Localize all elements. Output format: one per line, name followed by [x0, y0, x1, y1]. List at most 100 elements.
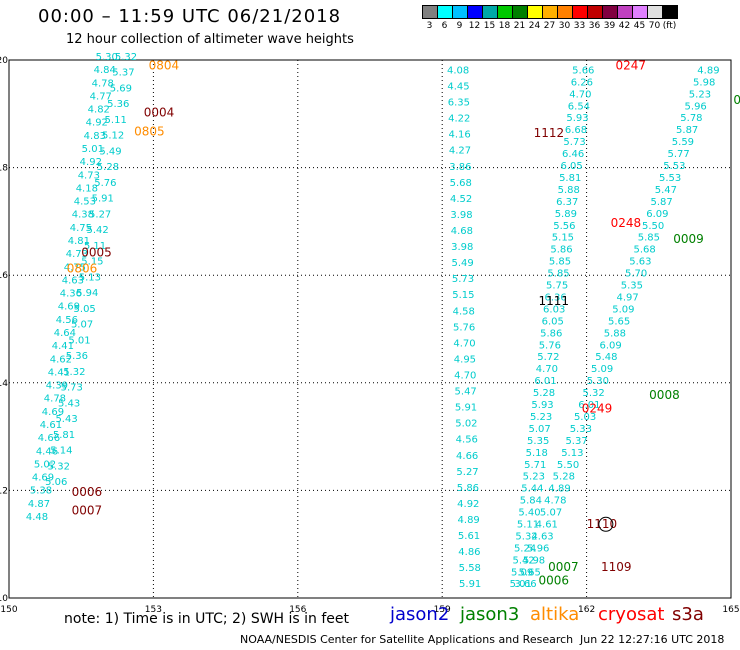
colorbar-label: 36 — [588, 21, 601, 31]
wave-height-value: 4.92 — [80, 157, 102, 168]
pass-label: 0004 — [144, 105, 175, 119]
wave-height-value: 4.84 — [94, 65, 116, 76]
colorbar-label: 39 — [603, 21, 616, 31]
wave-height-value: 4.63 — [62, 275, 84, 286]
pass-label: 0006 — [72, 485, 103, 499]
wave-height-value: 4.73 — [66, 249, 88, 260]
wave-height-value: 5.47 — [655, 185, 677, 196]
wave-height-value: 5.15 — [452, 290, 474, 301]
wave-height-value: 5.65 — [608, 316, 630, 327]
wave-height-value: 4.68 — [451, 226, 473, 237]
wave-height-value: 4.70 — [569, 89, 591, 100]
wave-height-value: 4.39 — [46, 381, 68, 392]
wave-height-value: 5.02 — [34, 459, 56, 470]
wave-height-value: 5.06 — [45, 477, 67, 488]
wave-height-value: 5.02 — [455, 419, 477, 430]
wave-height-value: 5.27 — [456, 467, 478, 478]
wave-height-value: 4.08 — [447, 65, 469, 76]
wave-height-value: 5.61 — [458, 531, 480, 542]
wave-height-value: 5.09 — [511, 567, 533, 578]
wave-height-value: 4.97 — [616, 292, 638, 303]
wave-height-value: 4.38 — [72, 210, 94, 221]
wave-height-value: 4.52 — [450, 194, 472, 205]
footer-note: note: 1) Time is in UTC; 2) SWH is in fe… — [64, 611, 350, 627]
wave-height-value: 5.14 — [50, 446, 72, 457]
pass-label: 0805 — [134, 124, 165, 138]
wave-height-value: 5.30 — [96, 52, 118, 63]
wave-height-value: 4.18 — [76, 183, 98, 194]
wave-height-value: 4.69 — [58, 302, 80, 313]
wave-height-value: 4.62 — [50, 354, 72, 365]
wave-height-value: 5.07 — [540, 508, 562, 519]
wave-height-value: 5.70 — [625, 269, 647, 280]
wave-height-value: 5.89 — [555, 209, 577, 220]
x-tick-label: 162 — [578, 605, 595, 615]
wave-height-value: 5.44 — [521, 484, 543, 495]
wave-height-value: 5.85 — [638, 233, 660, 244]
colorbar-label: 42 — [618, 21, 631, 31]
wave-height-value: 5.28 — [97, 162, 119, 173]
pass-label: 0007 — [72, 504, 103, 518]
wave-height-value: 5.32 — [582, 388, 604, 399]
wave-height-value: 5.63 — [629, 257, 651, 268]
y-tick-label: 12 — [0, 486, 8, 496]
wave-height-value: 4.70 — [536, 364, 558, 375]
colorbar-label: 24 — [528, 21, 541, 31]
wave-height-value: 3.98 — [451, 242, 473, 253]
legend-cryosat: cryosat — [598, 604, 665, 625]
wave-height-value: 5.76 — [453, 322, 475, 333]
x-tick-label: 165 — [722, 605, 739, 615]
wave-height-value: 4.78 — [44, 394, 66, 405]
wave-height-value: 5.84 — [520, 496, 542, 507]
wave-height-value: 4.81 — [68, 236, 90, 247]
chart-title: 00:00 – 11:59 UTC 06/21/2018 — [38, 6, 342, 27]
colorbar-label: 12 — [468, 21, 481, 31]
wave-height-value: 4.66 — [38, 433, 60, 444]
wave-height-value: 6.54 — [568, 101, 590, 112]
wave-height-value: 5.12 — [102, 131, 124, 142]
wave-height-value: 5.81 — [53, 430, 75, 441]
wave-height-value: 5.07 — [71, 320, 93, 331]
wave-height-value: 5.23 — [530, 412, 552, 423]
wave-height-value: 5.96 — [527, 543, 549, 554]
wave-height-value: 4.73 — [78, 170, 100, 181]
wave-height-value: 4.92 — [86, 118, 108, 129]
wave-height-value: 5.75 — [546, 281, 568, 292]
wave-height-value: 5.35 — [527, 436, 549, 447]
wave-height-value: 5.33 — [570, 424, 592, 435]
wave-height-value: 4.89 — [548, 484, 570, 495]
wave-height-value: 5.11 — [105, 115, 127, 126]
wave-height-value: 6.05 — [561, 161, 583, 172]
wave-height-value: 5.13 — [79, 272, 101, 283]
wave-height-value: 4.61 — [536, 519, 558, 530]
wave-height-value: 5.27 — [89, 209, 111, 220]
wave-height-value: 5.49 — [99, 146, 121, 157]
wave-height-value: 4.83 — [84, 131, 106, 142]
wave-height-value: 5.01 — [68, 335, 90, 346]
wave-height-value: 5.07 — [529, 424, 551, 435]
pass-label: 0806 — [67, 262, 98, 276]
credit-text: NOAA/NESDIS Center for Satellite Applica… — [240, 633, 574, 646]
wave-height-value: 5.85 — [547, 269, 569, 280]
legend-altika: altika — [530, 604, 580, 625]
colorbar — [422, 5, 678, 19]
pass-label: 1112 — [534, 126, 565, 140]
pass-label: 1110 — [587, 517, 618, 531]
wave-height-value: 5.93 — [566, 113, 588, 124]
wave-height-value: 4.70 — [454, 371, 476, 382]
wave-height-value: 5.76 — [539, 340, 561, 351]
pass-label: 0009 — [673, 232, 704, 246]
wave-height-value: 5.56 — [553, 221, 575, 232]
wave-height-value: 5.73 — [563, 137, 585, 148]
wave-height-value: 4.22 — [448, 114, 470, 125]
wave-height-value: 5.11 — [84, 241, 106, 252]
wave-height-value: 5.87 — [651, 197, 673, 208]
wave-height-value: 5.91 — [459, 579, 481, 590]
wave-height-value: 3.86 — [449, 162, 471, 173]
colorbar-labels: 3 6 9 12 15 18 21 24 27 30 33 36 39 42 45 70 (ft) — [422, 21, 677, 31]
pass-label: 0001 — [733, 93, 740, 107]
pass-label: 0007 — [548, 560, 579, 574]
wave-height-value: 5.42 — [512, 555, 534, 566]
wave-height-value: 3.66 — [514, 579, 536, 590]
wave-height-value: 5.86 — [550, 245, 572, 256]
